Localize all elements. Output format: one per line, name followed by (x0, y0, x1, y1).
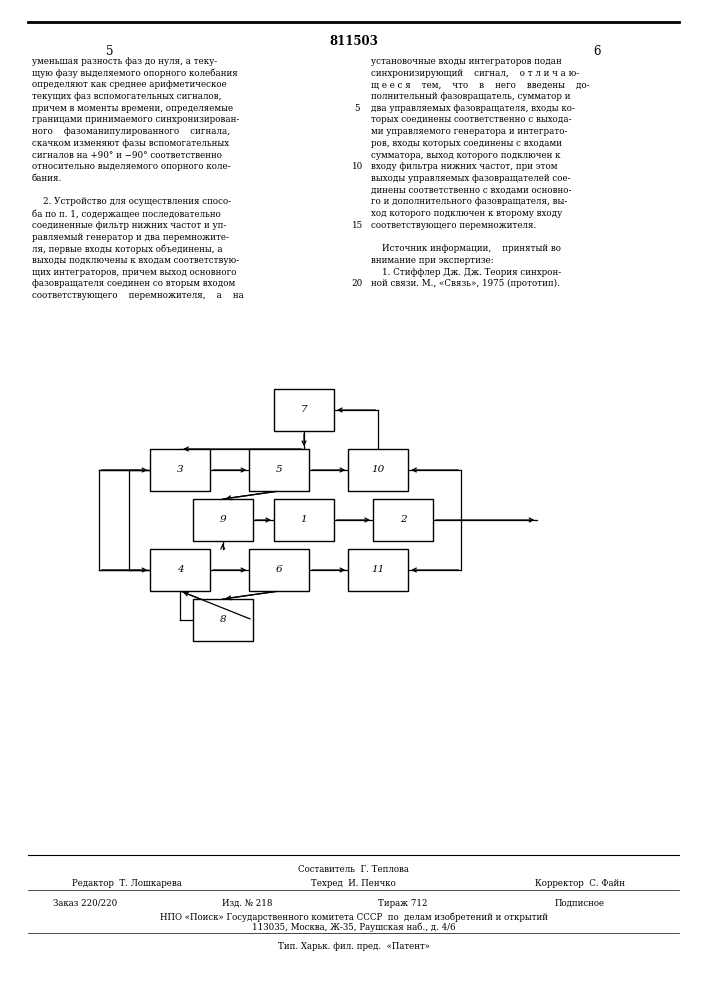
Text: 811503: 811503 (329, 35, 378, 48)
Text: Составитель  Г. Теплова: Составитель Г. Теплова (298, 865, 409, 874)
Text: Подписное: Подписное (555, 899, 604, 908)
Text: 10: 10 (351, 162, 363, 171)
Text: уменьшая разность фаз до нуля, а теку-: уменьшая разность фаз до нуля, а теку- (32, 57, 217, 66)
Text: 2. Устройство для осуществления спосо-: 2. Устройство для осуществления спосо- (32, 197, 231, 206)
Bar (193, 599, 253, 641)
Text: 10: 10 (372, 466, 385, 475)
Text: ход которого подключен к второму входу: ход которого подключен к второму входу (371, 209, 563, 218)
Text: 6: 6 (276, 566, 283, 574)
Text: 11: 11 (372, 566, 385, 574)
Text: ров, входы которых соединены с входами: ров, входы которых соединены с входами (371, 139, 562, 148)
Text: Изд. № 218: Изд. № 218 (222, 899, 273, 908)
Bar (349, 449, 409, 491)
Text: ной связи. М., «Связь», 1975 (прототип).: ной связи. М., «Связь», 1975 (прототип). (371, 279, 560, 288)
Text: 20: 20 (351, 279, 363, 288)
Text: Корректор  С. Файн: Корректор С. Файн (534, 879, 625, 888)
Text: 2: 2 (399, 516, 407, 524)
Text: Заказ 220/220: Заказ 220/220 (53, 899, 117, 908)
Text: Источник информации,    принятый во: Источник информации, принятый во (371, 244, 561, 253)
Text: торых соединены соответственно с выхода-: торых соединены соответственно с выхода- (371, 115, 572, 124)
Text: 5: 5 (276, 466, 283, 475)
Text: установочные входы интеграторов подан: установочные входы интеграторов подан (371, 57, 562, 66)
Bar (274, 499, 334, 541)
Text: 15: 15 (351, 221, 363, 230)
Text: сигналов на +90° и −90° соответственно: сигналов на +90° и −90° соответственно (32, 151, 222, 160)
Bar (373, 499, 433, 541)
Text: текущих фаз вспомогательных сигналов,: текущих фаз вспомогательных сигналов, (32, 92, 221, 101)
Text: динены соответственно с входами основно-: динены соответственно с входами основно- (371, 186, 572, 195)
Text: 5: 5 (106, 45, 113, 58)
Text: соответствующего перемножителя.: соответствующего перемножителя. (371, 221, 537, 230)
Text: щ е е с я    тем,    что    в    него    введены    до-: щ е е с я тем, что в него введены до- (371, 80, 590, 89)
Text: определяют как среднее арифметическое: определяют как среднее арифметическое (32, 80, 226, 89)
Bar (250, 449, 310, 491)
Text: щую фазу выделяемого опорного колебания: щую фазу выделяемого опорного колебания (32, 69, 238, 78)
Text: скачком изменяют фазы вспомогательных: скачком изменяют фазы вспомогательных (32, 139, 229, 148)
Text: полнительный фазовращатель, сумматор и: полнительный фазовращатель, сумматор и (371, 92, 571, 101)
Text: 9: 9 (219, 516, 226, 524)
Text: причем в моменты времени, определяемые: причем в моменты времени, определяемые (32, 104, 233, 113)
Text: 1. Стиффлер Дж. Дж. Теория синхрон-: 1. Стиффлер Дж. Дж. Теория синхрон- (371, 268, 561, 277)
Bar (193, 499, 253, 541)
Bar (150, 549, 211, 591)
Text: равляемый генератор и два перемножите-: равляемый генератор и два перемножите- (32, 232, 229, 241)
Text: соединенные фильтр нижних частот и уп-: соединенные фильтр нижних частот и уп- (32, 221, 226, 230)
Text: 113035, Москва, Ж-35, Раушская наб., д. 4/6: 113035, Москва, Ж-35, Раушская наб., д. … (252, 923, 455, 932)
Text: синхронизирующий    сигнал,    о т л и ч а ю-: синхронизирующий сигнал, о т л и ч а ю- (371, 69, 580, 78)
Text: бания.: бания. (32, 174, 62, 183)
Text: выходы управляемых фазовращателей сое-: выходы управляемых фазовращателей сое- (371, 174, 571, 183)
Text: НПО «Поиск» Государственного комитета СССР  по  делам изобретений и открытий: НПО «Поиск» Государственного комитета СС… (160, 912, 547, 922)
Text: 8: 8 (219, 615, 226, 624)
Text: 1: 1 (300, 516, 308, 524)
Text: границами принимаемого синхронизирован-: границами принимаемого синхронизирован- (32, 115, 239, 124)
Text: Тираж 712: Тираж 712 (378, 899, 428, 908)
Text: ми управляемого генератора и интеграто-: ми управляемого генератора и интеграто- (371, 127, 568, 136)
Text: 6: 6 (594, 45, 601, 58)
Text: фазовращателя соединен со вторым входом: фазовращателя соединен со вторым входом (32, 279, 235, 288)
Bar (274, 389, 334, 431)
Text: 7: 7 (300, 406, 308, 414)
Text: внимание при экспертизе:: внимание при экспертизе: (371, 256, 494, 265)
Bar (150, 449, 211, 491)
Text: ного    фазоманипулированного    сигнала,: ного фазоманипулированного сигнала, (32, 127, 230, 136)
Text: Редактор  Т. Лошкарева: Редактор Т. Лошкарева (72, 879, 182, 888)
Text: относительно выделяемого опорного коле-: относительно выделяемого опорного коле- (32, 162, 230, 171)
Text: 3: 3 (177, 466, 184, 475)
Text: Техред  И. Пенчко: Техред И. Пенчко (311, 879, 396, 888)
Text: соответствующего    перемножителя,    а    на: соответствующего перемножителя, а на (32, 291, 244, 300)
Text: 4: 4 (177, 566, 184, 574)
Bar (250, 549, 310, 591)
Bar (349, 549, 409, 591)
Text: сумматора, выход которого подключен к: сумматора, выход которого подключен к (371, 151, 561, 160)
Text: Тип. Харьк. фил. пред.  «Патент»: Тип. Харьк. фил. пред. «Патент» (278, 942, 429, 951)
Text: щих интеграторов, причем выход основного: щих интеграторов, причем выход основного (32, 268, 236, 277)
Text: го и дополнительного фазовращателя, вы-: го и дополнительного фазовращателя, вы- (371, 197, 568, 206)
Text: два управляемых фазовращателя, входы ко-: два управляемых фазовращателя, входы ко- (371, 104, 575, 113)
Text: входу фильтра нижних частот, при этом: входу фильтра нижних частот, при этом (371, 162, 558, 171)
Text: 5: 5 (354, 104, 360, 113)
Text: ба по п. 1, содержащее последовательно: ба по п. 1, содержащее последовательно (32, 209, 221, 219)
Text: выходы подключены к входам соответствую-: выходы подключены к входам соответствую- (32, 256, 239, 265)
Text: ля, первые входы которых объединены, а: ля, первые входы которых объединены, а (32, 244, 223, 254)
